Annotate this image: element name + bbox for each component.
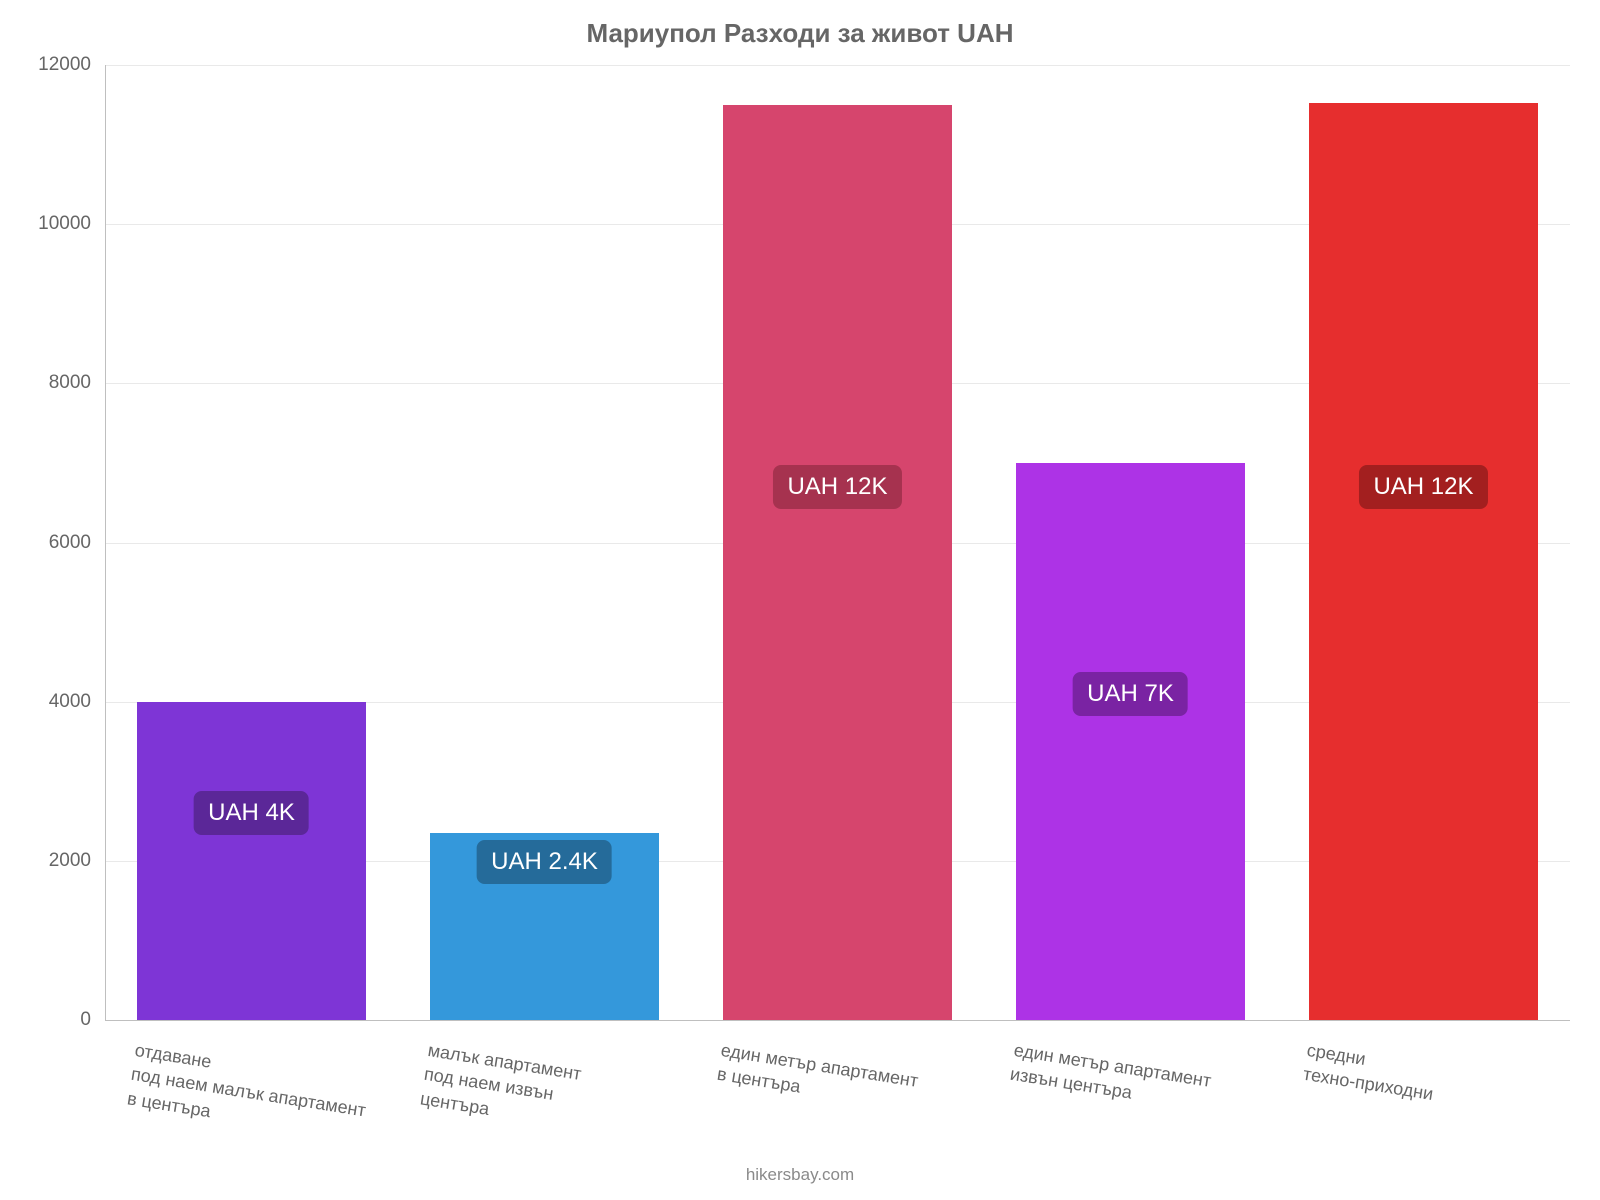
y-tick-label: 6000 xyxy=(49,532,105,554)
bar-value-label: UAH 2.4K xyxy=(477,840,612,884)
bar-value-label: UAH 12K xyxy=(773,465,901,509)
y-axis-line xyxy=(105,65,106,1020)
x-tick-label: отдаване под наем малък апартамент в цен… xyxy=(125,1038,371,1147)
chart-title: Мариупол Разходи за живот UAH xyxy=(0,18,1600,49)
bar-slot: UAH 12K xyxy=(1309,65,1538,1020)
bar-slot: UAH 12K xyxy=(723,65,952,1020)
bar xyxy=(137,702,366,1020)
x-tick-label: един метър апартамент в центъра xyxy=(715,1038,920,1117)
x-axis-line xyxy=(105,1020,1570,1021)
footer-credit: hikersbay.com xyxy=(0,1165,1600,1185)
bar xyxy=(1016,463,1245,1020)
y-tick-label: 8000 xyxy=(49,372,105,394)
bar xyxy=(1309,103,1538,1020)
y-tick-label: 12000 xyxy=(38,54,105,76)
bar-slot: UAH 2.4K xyxy=(430,65,659,1020)
bar xyxy=(723,105,952,1020)
bar-slot: UAH 4K xyxy=(137,65,366,1020)
y-tick-label: 4000 xyxy=(49,691,105,713)
plot-area: 020004000600080001000012000UAH 4Kотдаван… xyxy=(105,65,1570,1020)
x-tick-label: средни техно-приходни xyxy=(1301,1038,1438,1107)
y-tick-label: 0 xyxy=(80,1009,105,1031)
bar-value-label: UAH 4K xyxy=(194,791,309,835)
y-tick-label: 2000 xyxy=(49,850,105,872)
bar-value-label: UAH 7K xyxy=(1073,672,1188,716)
x-tick-label: един метър апартамент извън центъра xyxy=(1008,1038,1213,1117)
chart-container: Мариупол Разходи за живот UAH 0200040006… xyxy=(0,0,1600,1200)
bar-value-label: UAH 12K xyxy=(1359,465,1487,509)
y-tick-label: 10000 xyxy=(38,213,105,235)
x-tick-label: малък апартамент под наем извън центъра xyxy=(418,1038,583,1134)
bar-slot: UAH 7K xyxy=(1016,65,1245,1020)
